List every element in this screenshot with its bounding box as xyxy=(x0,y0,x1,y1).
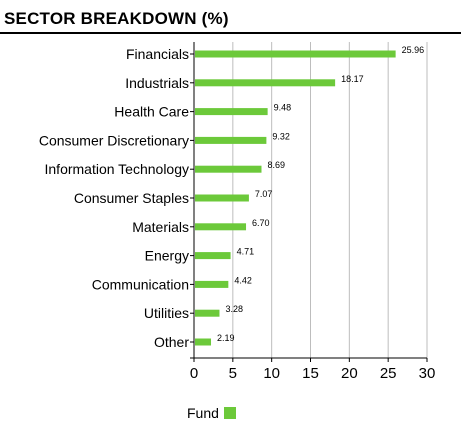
bar-consumer-discretionary xyxy=(195,136,267,144)
bar-consumer-staples xyxy=(195,194,249,202)
bar-energy xyxy=(195,252,231,260)
data-label: 4.71 xyxy=(237,247,255,257)
category-label: Consumer Discretionary xyxy=(39,132,189,148)
data-label: 7.07 xyxy=(255,189,273,199)
data-label: 18.17 xyxy=(341,74,364,84)
x-tick-label-10: 10 xyxy=(263,365,280,382)
category-label: Communication xyxy=(92,276,189,292)
category-label: Utilities xyxy=(144,305,189,321)
category-label: Materials xyxy=(132,219,189,235)
data-label: 2.19 xyxy=(217,333,235,343)
category-label: Energy xyxy=(145,248,189,264)
x-tick-label-30: 30 xyxy=(419,365,436,382)
title-divider xyxy=(0,32,461,34)
data-label: 9.48 xyxy=(274,103,292,113)
bar-information-technology xyxy=(195,165,262,173)
bar-utilities xyxy=(195,309,220,317)
x-tick-label-20: 20 xyxy=(341,365,358,382)
bar-health-care xyxy=(195,108,268,116)
data-label: 4.42 xyxy=(234,275,252,285)
category-label: Health Care xyxy=(114,104,189,120)
data-label: 25.96 xyxy=(402,45,425,55)
data-label: 6.70 xyxy=(252,218,270,228)
legend-swatch-fund xyxy=(223,407,236,419)
data-label: 8.69 xyxy=(267,160,285,170)
bar-financials xyxy=(195,50,396,58)
category-label: Financials xyxy=(126,46,189,62)
x-tick-label-5: 5 xyxy=(229,365,237,382)
data-label: 3.28 xyxy=(225,304,243,314)
category-label: Information Technology xyxy=(45,161,190,177)
x-tick-label-15: 15 xyxy=(302,365,319,382)
bar-communication xyxy=(195,280,229,288)
x-tick-label-25: 25 xyxy=(380,365,397,382)
data-label: 9.32 xyxy=(272,131,290,141)
category-label: Other xyxy=(154,334,189,350)
bar-industrials xyxy=(195,79,336,87)
category-label: Consumer Staples xyxy=(74,190,189,206)
legend-label-fund: Fund xyxy=(187,405,219,421)
bar-other xyxy=(195,338,212,346)
bar-materials xyxy=(195,223,247,231)
category-label: Industrials xyxy=(125,75,189,91)
x-tick-label-0: 0 xyxy=(190,365,198,382)
chart-title: SECTOR BREAKDOWN (%) xyxy=(4,9,229,28)
legend: Fund xyxy=(187,405,236,421)
